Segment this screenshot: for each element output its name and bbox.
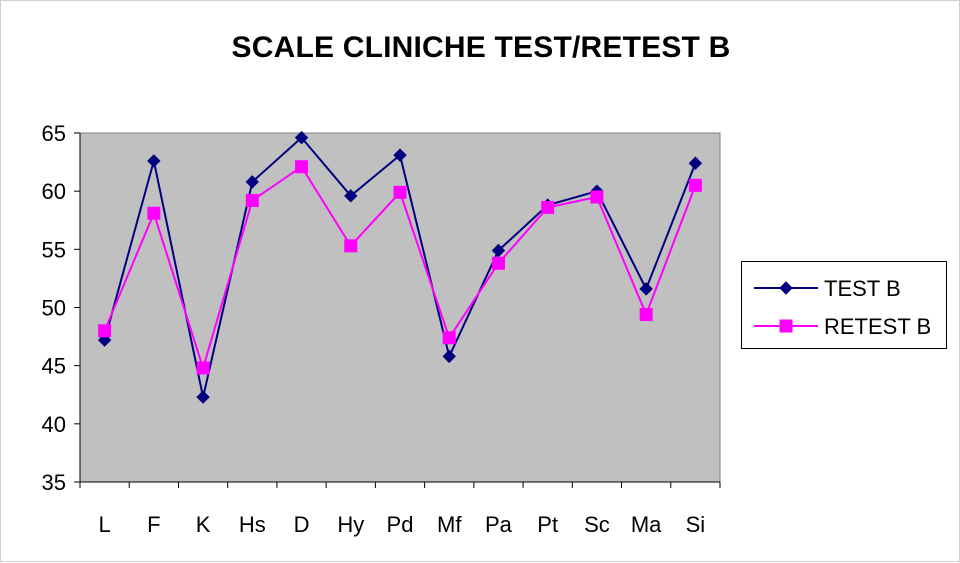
data-point-retest-b	[98, 324, 112, 338]
legend-swatch-test-b	[754, 281, 818, 295]
data-point-retest-b	[245, 193, 259, 207]
x-tick-label: F	[147, 512, 160, 537]
x-tick-label: Mf	[437, 512, 462, 537]
data-point-test-b	[245, 175, 260, 189]
data-point-test-b	[147, 154, 161, 168]
legend-item-test-b: TEST B	[752, 274, 942, 304]
data-point-test-b	[491, 243, 506, 258]
legend-swatch-retest-b	[754, 319, 818, 333]
data-point-test-b	[196, 390, 210, 404]
data-point-retest-b	[688, 178, 702, 192]
plot-area	[79, 132, 721, 483]
data-point-retest-b	[295, 160, 309, 174]
data-point-retest-b	[590, 190, 604, 204]
x-tick-label: Ma	[631, 512, 662, 537]
x-tick-label: Pa	[485, 512, 513, 537]
y-tick-label: 55	[42, 237, 66, 262]
data-point-retest-b	[639, 307, 653, 321]
data-point-retest-b	[196, 361, 210, 375]
y-axis: 35 40 45 50 55 60 65	[42, 121, 81, 495]
data-point-test-b	[442, 349, 456, 364]
y-tick-label: 35	[42, 470, 66, 495]
chart-title: SCALE CLINICHE TEST/RETEST B	[231, 31, 731, 64]
x-tick-label: D	[294, 512, 310, 537]
data-point-retest-b	[393, 185, 407, 199]
x-tick-label: Si	[686, 512, 706, 537]
x-tick-label: L	[98, 512, 110, 537]
legend-label-test-b: TEST B	[824, 276, 901, 301]
x-tick-label: Pd	[387, 512, 414, 537]
data-point-retest-b	[442, 331, 456, 345]
x-axis: L F K Hs D Hy Pd Mf Pa Pt Sc Ma Si	[79, 481, 721, 537]
x-tick-label: Pt	[537, 512, 558, 537]
data-point-test-b	[639, 282, 653, 296]
y-tick-label: 50	[42, 296, 66, 321]
data-point-retest-b	[344, 239, 358, 253]
data-point-test-b	[393, 148, 407, 162]
legend-label-retest-b: RETEST B	[824, 314, 932, 339]
data-point-test-b	[688, 156, 703, 170]
y-tick-label: 40	[42, 412, 66, 437]
y-tick-label: 60	[42, 179, 66, 204]
data-point-test-b	[344, 189, 358, 203]
x-tick-label: Hy	[337, 512, 364, 537]
data-point-retest-b	[147, 206, 161, 220]
data-point-retest-b	[491, 256, 505, 270]
legend: TEST B RETEST B	[741, 261, 947, 349]
legend-item-retest-b: RETEST B	[752, 312, 942, 342]
series-group	[97, 130, 703, 404]
y-tick-label: 45	[42, 354, 66, 379]
y-tick-label: 65	[42, 121, 66, 146]
x-tick-label: K	[196, 512, 211, 537]
x-tick-label: Sc	[584, 512, 610, 537]
x-tick-label: Hs	[239, 512, 266, 537]
data-point-retest-b	[541, 200, 555, 214]
data-point-test-b	[294, 130, 309, 145]
